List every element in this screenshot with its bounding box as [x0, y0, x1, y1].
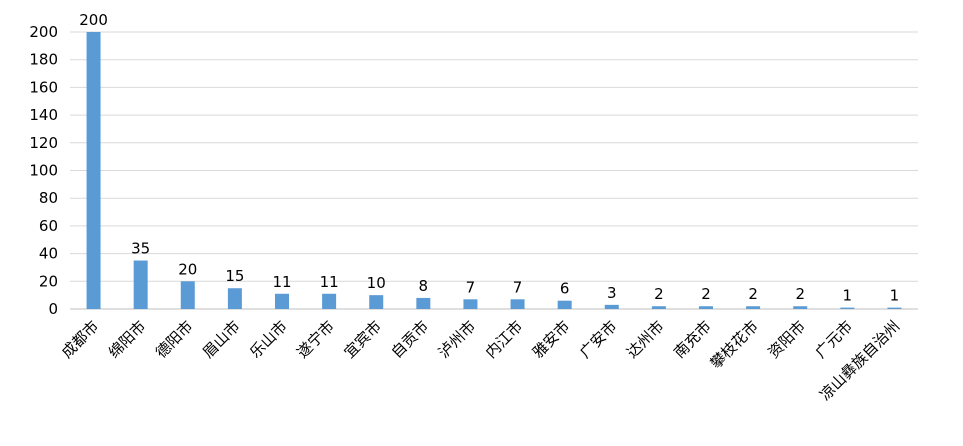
- y-tick-label: 0: [48, 300, 58, 318]
- x-category-label: 德阳市: [152, 317, 197, 362]
- bar: [322, 293, 337, 309]
- bar: [699, 306, 713, 309]
- x-category-label: 泸州市: [435, 317, 480, 362]
- bar: [133, 260, 148, 309]
- data-label: 8: [419, 277, 429, 295]
- x-category-label: 广元市: [812, 317, 857, 362]
- data-label: 15: [225, 267, 244, 285]
- bar: [463, 299, 478, 309]
- data-label: 2: [795, 285, 805, 303]
- y-tick-label: 40: [39, 245, 58, 263]
- x-category-label: 乐山市: [246, 317, 291, 362]
- bar: [416, 297, 431, 309]
- bar: [227, 288, 242, 309]
- data-label: 3: [607, 284, 617, 302]
- y-tick-label: 20: [39, 272, 58, 290]
- data-label: 11: [320, 273, 339, 291]
- bar: [180, 281, 195, 309]
- x-category-label: 绵阳市: [105, 317, 150, 362]
- bar: [275, 293, 289, 309]
- x-category-label: 攀枝花市: [707, 317, 762, 372]
- data-label: 2: [654, 285, 664, 303]
- data-label: 35: [131, 240, 150, 258]
- data-label: 1: [843, 287, 853, 305]
- data-label: 20: [178, 260, 197, 278]
- y-tick-label: 100: [29, 162, 58, 180]
- bar: [86, 32, 101, 309]
- data-label: 2: [748, 285, 758, 303]
- data-label: 1: [890, 287, 900, 305]
- data-label: 2: [701, 285, 711, 303]
- bar: [369, 295, 384, 309]
- data-label: 6: [560, 280, 570, 298]
- y-tick-label: 180: [29, 51, 58, 69]
- bar: [746, 306, 761, 309]
- x-category-label: 眉山市: [199, 317, 244, 362]
- data-label: 7: [513, 278, 523, 296]
- data-label: 7: [466, 278, 476, 296]
- bar: [604, 304, 619, 309]
- x-category-label: 自贡市: [388, 317, 433, 362]
- x-category-label: 内江市: [482, 317, 527, 362]
- x-category-label: 遂宁市: [293, 317, 338, 362]
- y-tick-label: 120: [29, 134, 58, 152]
- bar: [793, 306, 808, 309]
- x-category-label: 达州市: [623, 317, 668, 362]
- y-tick-label: 160: [29, 78, 58, 96]
- y-tick-label: 60: [39, 217, 58, 235]
- y-tick-label: 80: [39, 189, 58, 207]
- data-label: 11: [272, 273, 291, 291]
- x-category-label: 南充市: [670, 317, 715, 362]
- data-label: 200: [79, 11, 108, 29]
- x-category-label: 成都市: [58, 317, 103, 362]
- bar: [510, 299, 525, 309]
- bar: [557, 300, 572, 309]
- x-category-label: 广安市: [576, 317, 621, 362]
- x-category-label: 宜宾市: [340, 317, 385, 362]
- y-tick-label: 140: [29, 106, 58, 124]
- x-category-label: 资阳市: [764, 317, 809, 362]
- bar: [887, 307, 902, 309]
- y-tick-label: 200: [29, 23, 58, 41]
- data-label: 10: [367, 274, 386, 292]
- bar: [651, 306, 666, 309]
- bar: [840, 307, 855, 309]
- x-category-label: 雅安市: [529, 317, 574, 362]
